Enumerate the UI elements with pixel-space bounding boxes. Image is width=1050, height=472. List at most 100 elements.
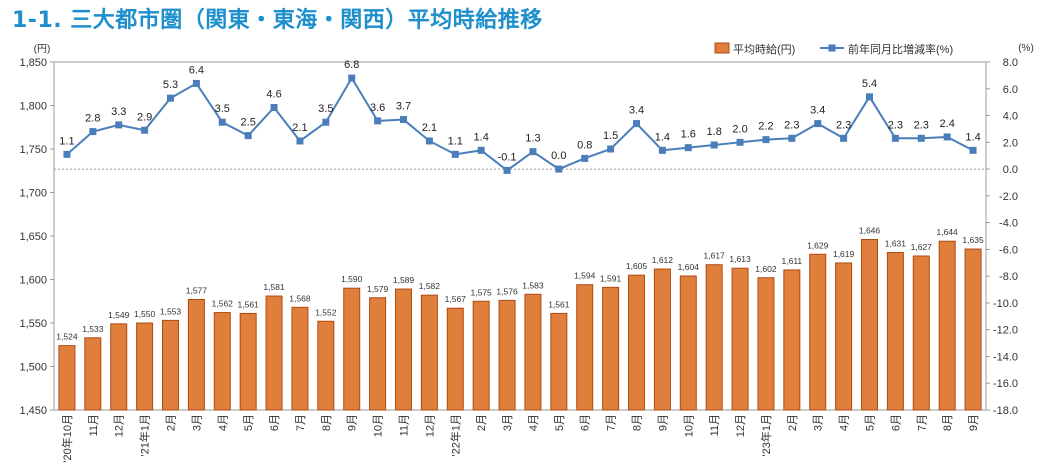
line-marker xyxy=(89,128,97,136)
x-tick-label: 3月 xyxy=(502,414,514,431)
bar xyxy=(291,306,309,411)
bar-label: 1,552 xyxy=(315,307,337,317)
line-label: 2.1 xyxy=(292,122,307,134)
line-label: 2.9 xyxy=(137,111,152,123)
page-title: 1-1. 三大都市圏（関東・東海・関西）平均時給推移 xyxy=(12,8,543,33)
line-label: 3.4 xyxy=(810,105,825,117)
x-tick-label: 8月 xyxy=(321,414,333,431)
bar-label: 1,613 xyxy=(729,254,751,264)
line-label: 2.8 xyxy=(85,113,100,125)
line-marker xyxy=(607,145,615,153)
bar xyxy=(757,277,775,411)
bar xyxy=(938,240,956,411)
bar-label: 1,576 xyxy=(496,286,518,296)
bar-label: 1,568 xyxy=(289,293,311,303)
line-label: 1.8 xyxy=(707,126,722,138)
bar-label: 1,549 xyxy=(108,310,130,320)
x-tick-label: 8月 xyxy=(942,414,954,431)
x-tick-label: 7月 xyxy=(606,414,618,431)
bar-label: 1,646 xyxy=(859,225,881,235)
bar xyxy=(964,248,982,411)
right-axis-tick: -18.0 xyxy=(993,405,1018,417)
bar xyxy=(550,312,568,411)
x-tick-label: 4月 xyxy=(528,414,540,431)
bar-label: 1,524 xyxy=(56,332,78,342)
left-axis-tick: 1,600 xyxy=(19,275,47,287)
bar xyxy=(420,294,438,411)
x-tick-label: 2月 xyxy=(787,414,799,431)
x-tick-label: 7月 xyxy=(916,414,928,431)
left-axis-tick: 1,450 xyxy=(19,405,47,417)
bar-label: 1,567 xyxy=(445,294,467,304)
legend-bar-label: 平均時給(円) xyxy=(733,42,795,56)
x-tick-label: 8月 xyxy=(632,414,644,431)
line-marker xyxy=(917,134,925,142)
line-label: 3.3 xyxy=(111,106,126,118)
line-marker xyxy=(270,104,278,112)
bar xyxy=(162,319,179,411)
line-marker xyxy=(322,118,330,126)
bar xyxy=(783,269,801,411)
line-marker xyxy=(451,150,459,158)
x-tick-label: 9月 xyxy=(657,414,669,431)
bar xyxy=(835,262,853,411)
bar-label: 1,589 xyxy=(393,275,415,285)
x-tick-label: 5月 xyxy=(243,414,255,431)
right-axis-tick: -6.0 xyxy=(999,244,1018,256)
line-marker xyxy=(684,144,692,152)
line-label: 2.3 xyxy=(914,119,929,131)
bar-label: 1,602 xyxy=(755,264,777,274)
bar-label: 1,561 xyxy=(238,299,260,309)
bar-label: 1,561 xyxy=(548,299,570,309)
line-marker xyxy=(633,120,640,128)
right-axis-tick: -2.0 xyxy=(999,191,1018,203)
bar-label: 1,575 xyxy=(471,287,493,297)
line-marker xyxy=(244,132,252,140)
line-marker xyxy=(218,118,226,126)
line-label: 1.4 xyxy=(965,131,980,143)
bar xyxy=(653,268,671,411)
line-label: -0.1 xyxy=(498,151,517,163)
x-tick-label: 6月 xyxy=(269,414,281,431)
bar-label: 1,644 xyxy=(937,227,959,237)
bar-label: 1,533 xyxy=(82,324,104,334)
x-tick-label: 7月 xyxy=(295,414,307,431)
bar-label: 1,627 xyxy=(911,242,933,252)
line-marker xyxy=(192,79,200,87)
line-marker xyxy=(969,146,977,154)
bar xyxy=(628,274,645,411)
x-tick-label: 5月 xyxy=(865,414,877,431)
bar xyxy=(498,299,516,411)
bar xyxy=(679,275,697,411)
bar xyxy=(265,295,283,411)
bar xyxy=(239,312,257,411)
line-marker xyxy=(555,165,563,173)
line-series xyxy=(66,76,974,172)
x-tick-label: 3月 xyxy=(191,414,203,431)
bar xyxy=(731,267,749,411)
line-label: 2.4 xyxy=(940,118,955,130)
bar xyxy=(58,345,76,411)
line-marker xyxy=(866,93,873,101)
x-tick-label: '22年1月 xyxy=(448,414,462,456)
line-marker xyxy=(63,150,71,158)
bar xyxy=(395,288,412,411)
line-marker xyxy=(658,146,666,154)
line-label: 1.6 xyxy=(681,129,696,141)
bar xyxy=(886,252,904,411)
line-label: 2.3 xyxy=(784,119,799,131)
line-label: 3.6 xyxy=(370,102,385,114)
line-marker xyxy=(477,146,485,154)
bar-label: 1,577 xyxy=(186,286,208,296)
x-tick-label: 2月 xyxy=(476,414,488,431)
x-tick-label: 11月 xyxy=(709,414,721,436)
bar xyxy=(343,287,361,411)
bar-label: 1,612 xyxy=(652,255,674,265)
x-tick-label: 3月 xyxy=(813,414,825,431)
bar-label: 1,562 xyxy=(212,299,234,309)
bar xyxy=(705,264,723,411)
line-label: 1.1 xyxy=(448,135,463,147)
line-marker xyxy=(296,137,304,145)
bar xyxy=(861,238,878,411)
line-label: 5.4 xyxy=(862,78,877,90)
